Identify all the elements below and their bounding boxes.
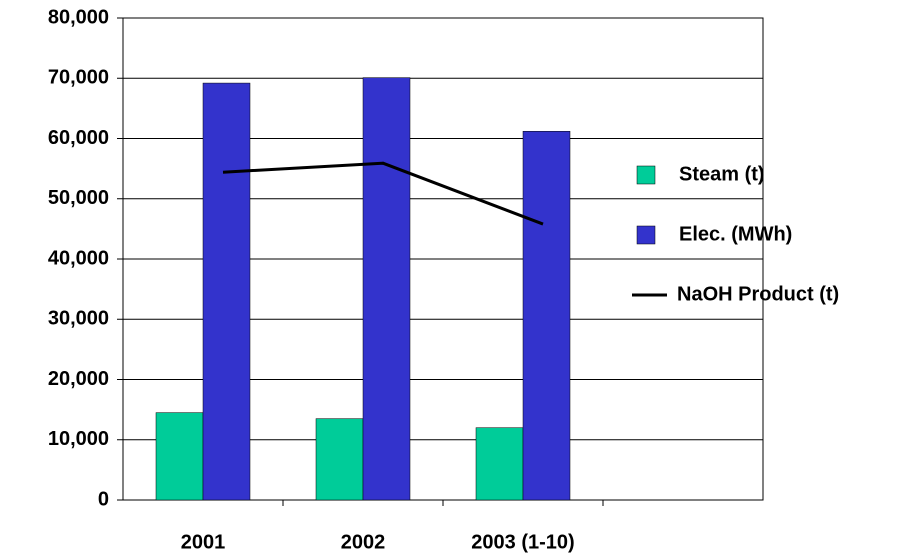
y-tick-label: 20,000 [48,368,109,390]
y-tick-label: 60,000 [48,127,109,149]
y-tick-label: 70,000 [48,67,109,89]
bar [155,412,204,501]
legend-label: Elec. (MWh) [679,223,792,245]
bar [202,82,251,501]
legend-label: NaOH Product (t) [677,283,839,305]
x-tick-label: 2002 [341,531,386,553]
y-tick-label: 10,000 [48,428,109,450]
x-tick-label: 2003 (1-10) [471,531,574,553]
legend-swatch [636,165,656,185]
y-tick-label: 40,000 [48,247,109,269]
y-tick-label: 50,000 [48,187,109,209]
line-series [222,161,544,226]
y-tick-label: 30,000 [48,308,109,330]
bar [362,77,411,501]
y-tick-label: 0 [98,488,109,510]
bar [315,418,364,501]
y-tick-label: 80,000 [48,6,109,28]
legend-swatch [636,225,656,245]
bar [475,427,524,501]
bar [522,131,571,501]
legend-label: Steam (t) [679,163,765,185]
x-tick-label: 2001 [181,531,226,553]
